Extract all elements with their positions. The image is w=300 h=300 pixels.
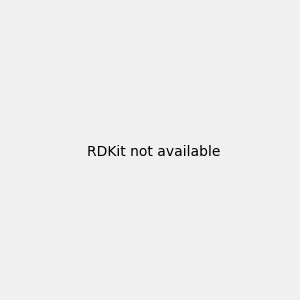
Text: RDKit not available: RDKit not available [87,145,220,158]
